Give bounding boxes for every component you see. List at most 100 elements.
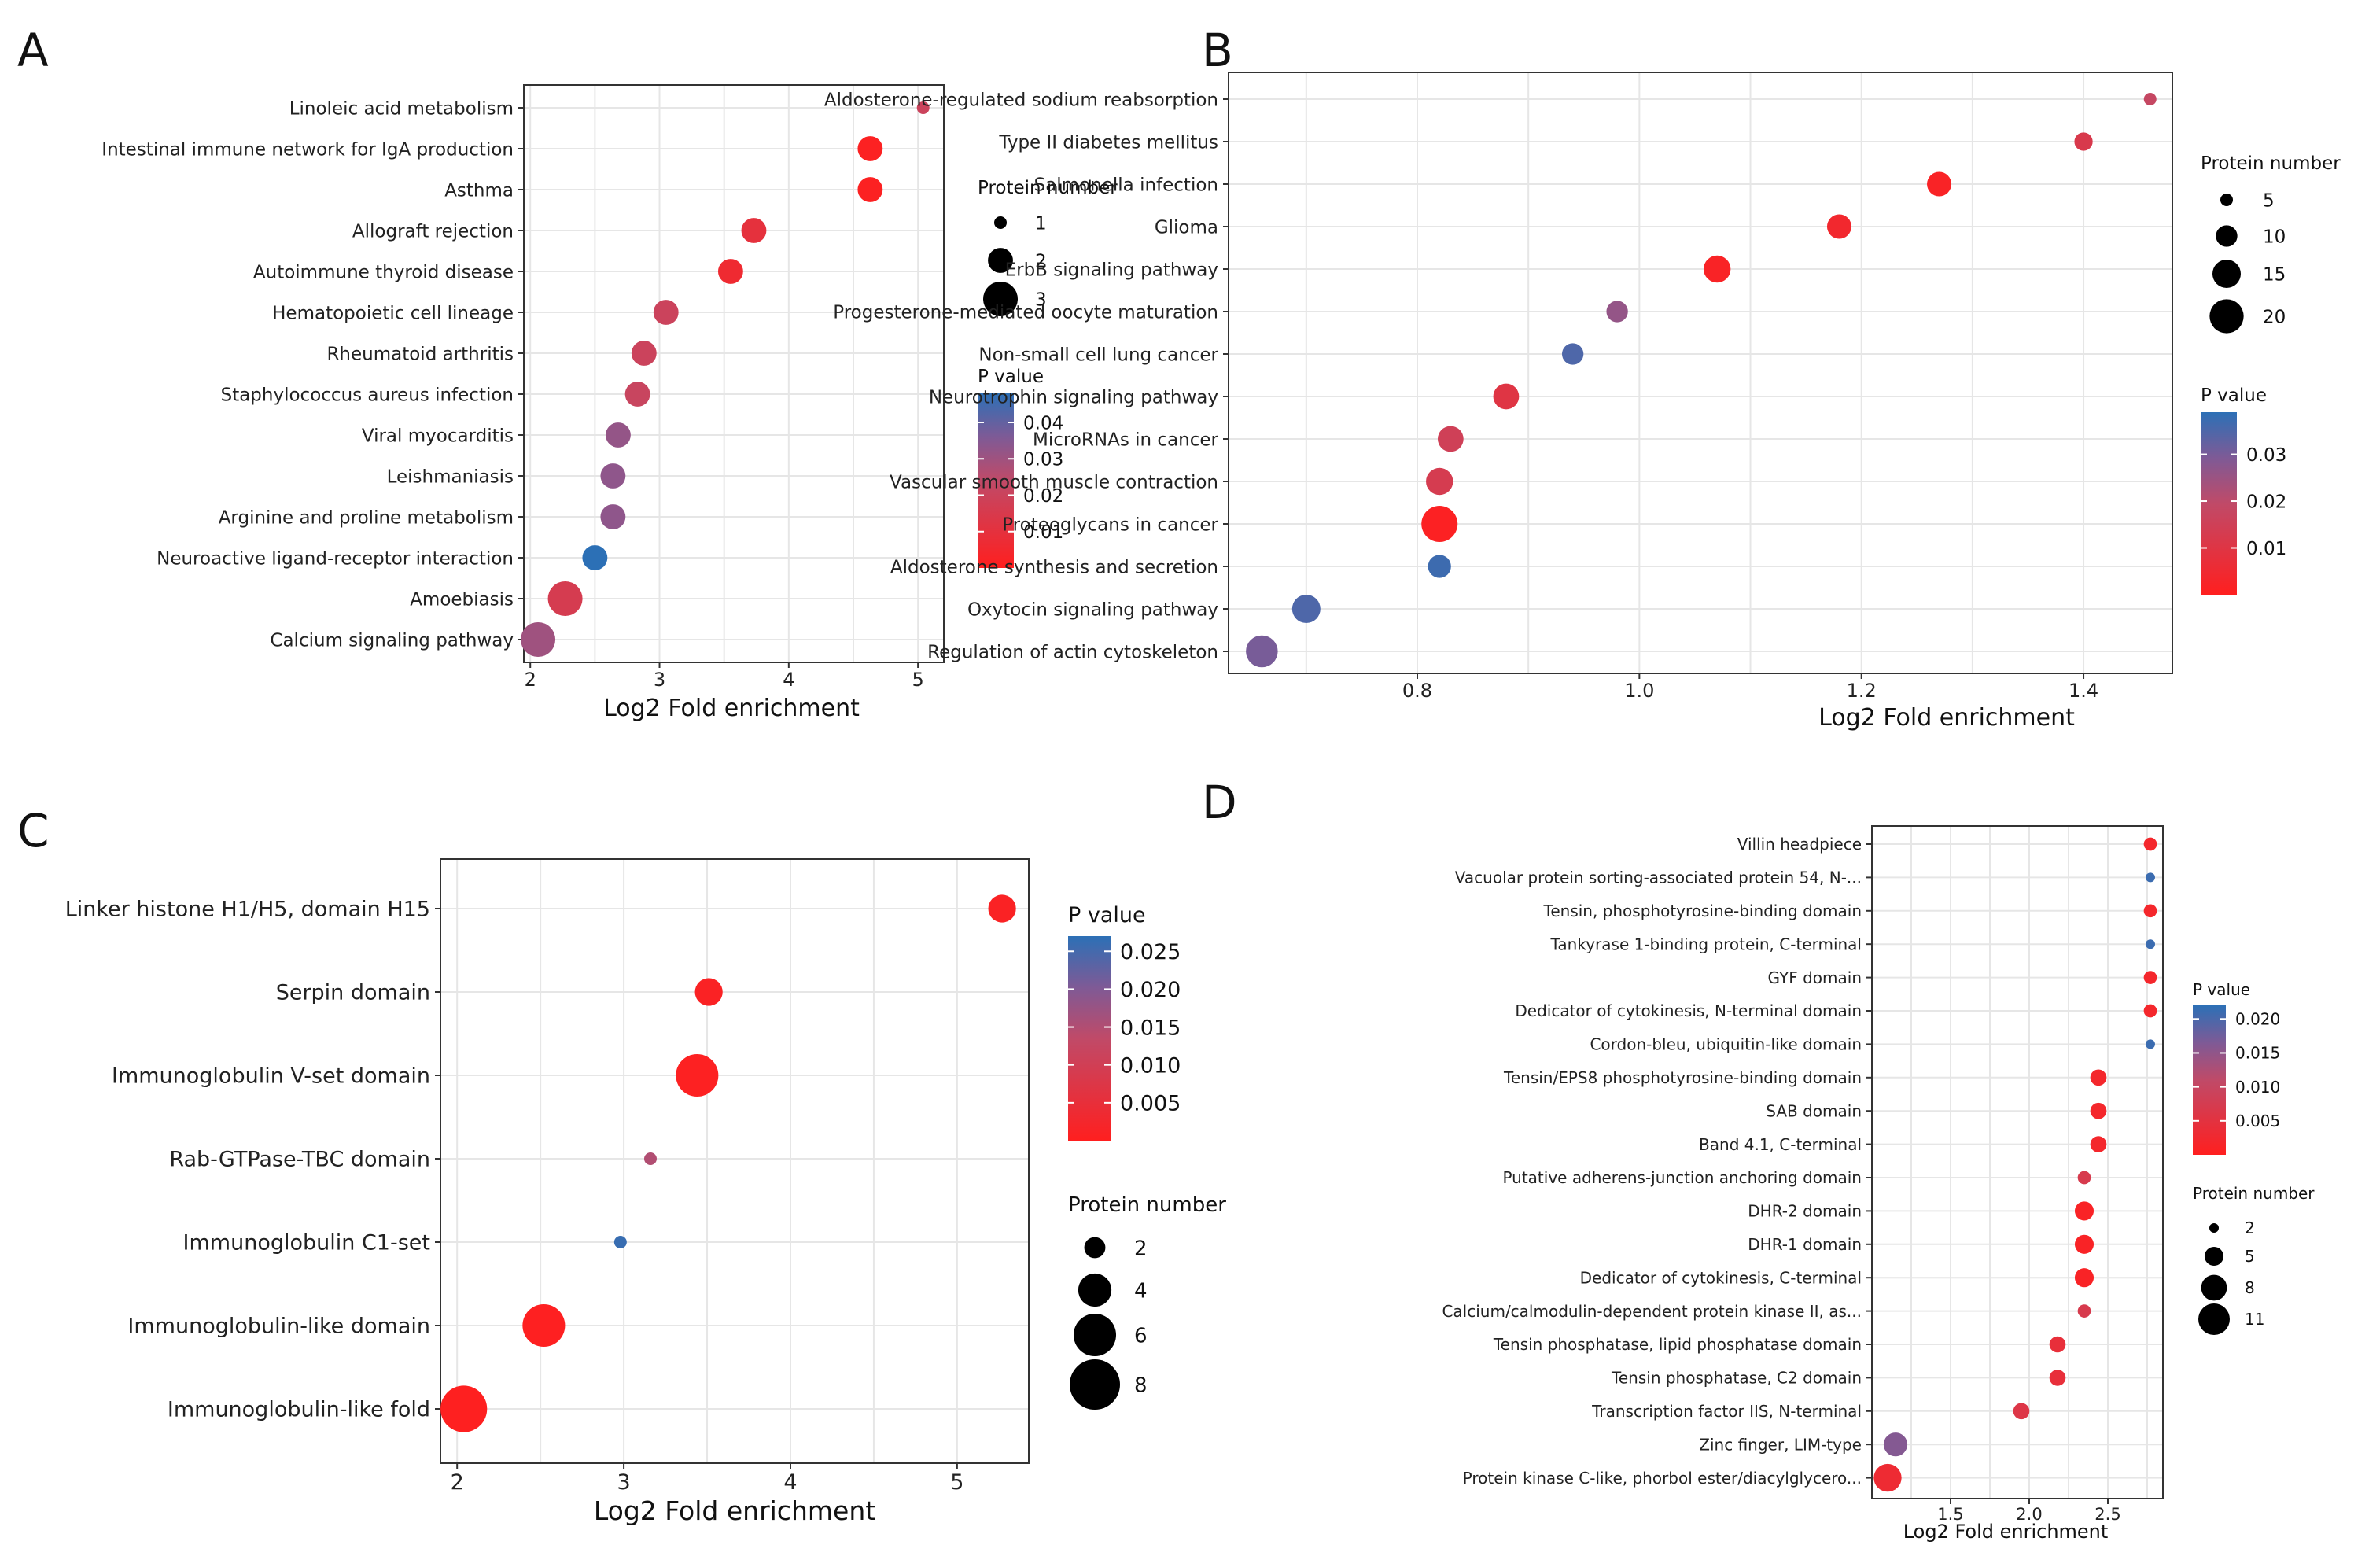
color-legend-label: 0.01 — [2246, 539, 2286, 559]
panel-letter: A — [17, 24, 49, 77]
x-tick-label: 2.0 — [2016, 1505, 2042, 1524]
x-axis-label: Log2 Fold enrichment — [1903, 1521, 2109, 1543]
x-tick-label: 1.2 — [1847, 680, 1877, 702]
y-tick-label: Amoebiasis — [410, 589, 514, 610]
color-legend-label: 0.020 — [2235, 1009, 2280, 1028]
size-legend-dot — [988, 248, 1013, 273]
y-tick-label: Putative adherens-junction anchoring dom… — [1502, 1168, 1862, 1187]
size-legend: Protein number 5 10 15 20 — [2201, 153, 2341, 334]
size-legend-label: 20 — [2263, 307, 2286, 327]
y-tick-label: Dedicator of cytokinesis, C-terminal — [1580, 1268, 1862, 1287]
y-tick-label: Progesterone-mediated oocyte maturation — [833, 302, 1218, 323]
data-point — [547, 581, 583, 616]
color-legend-label: 0.010 — [2235, 1078, 2280, 1097]
y-tick-label: Viral myocarditis — [362, 426, 514, 446]
y-tick-label: Calcium/calmodulin-dependent protein kin… — [1442, 1302, 1862, 1321]
x-tick-label: 5 — [912, 669, 923, 691]
y-tick-label: Linoleic acid metabolism — [289, 98, 514, 119]
data-point — [2074, 132, 2093, 151]
color-legend: P value 0.020 0.015 0.010 0.005 — [2193, 980, 2280, 1155]
size-legend-label: 2 — [1035, 251, 1047, 271]
y-tick-label: Vacuolar protein sorting-associated prot… — [1455, 868, 1862, 887]
plot-area — [524, 85, 944, 662]
size-legend-title: Protein number — [2193, 1184, 2315, 1203]
color-legend-title: P value — [978, 367, 1044, 387]
color-legend-title: P value — [2201, 385, 2267, 406]
data-point — [2074, 1234, 2094, 1254]
size-legend-dot — [2209, 1223, 2219, 1233]
size-legend-dot — [994, 216, 1007, 229]
data-point — [643, 1152, 657, 1165]
size-legend-dot — [2209, 299, 2244, 334]
panel-a: A 2 3 4 5 Log2 Fold enrichment Linoleic acid m… — [17, 24, 1118, 722]
plot-frame — [523, 84, 945, 663]
size-legend-dot — [2204, 1246, 2224, 1267]
y-tick-label: Calcium signaling pathway — [270, 630, 514, 651]
data-point — [600, 463, 626, 489]
x-axis-label: Log2 Fold enrichment — [603, 695, 860, 722]
data-point — [857, 177, 883, 202]
data-point — [1291, 594, 1321, 624]
y-tick-label: Leishmaniasis — [387, 466, 514, 487]
y-tick-label: Immunoglobulin V-set domain — [112, 1064, 430, 1089]
data-point — [857, 136, 883, 161]
y-tick-label: Rheumatoid arthritis — [326, 344, 514, 364]
size-legend-label: 3 — [1035, 289, 1047, 310]
x-tick-label: 4 — [783, 669, 794, 691]
size-legend-label: 1 — [1035, 213, 1047, 234]
size-legend-label: 5 — [2245, 1247, 2255, 1266]
size-legend-label: 5 — [2263, 190, 2275, 211]
color-legend-label: 0.03 — [1023, 450, 1063, 470]
x-tick-label: 4 — [783, 1470, 797, 1495]
size-legend-label: 15 — [2263, 264, 2286, 285]
y-tick-label: DHR-1 domain — [1748, 1235, 1862, 1254]
data-point — [653, 300, 679, 325]
data-point — [2143, 971, 2157, 984]
size-legend-label: 8 — [2245, 1278, 2255, 1297]
data-point — [1437, 426, 1464, 452]
color-legend-label: 0.025 — [1120, 940, 1181, 964]
color-legend: P value 0.04 0.03 0.02 0.01 — [978, 367, 1063, 568]
data-point — [2077, 1171, 2091, 1185]
data-point — [522, 1303, 566, 1348]
y-tick-label: Regulation of actin cytoskeleton — [927, 642, 1218, 662]
y-tick-label: Tensin, phosphotyrosine-binding domain — [1543, 902, 1862, 920]
y-tick-label: Zinc finger, LIM-type — [1699, 1435, 1862, 1454]
y-tick-label: Salmonella infection — [1034, 175, 1218, 195]
size-legend-dot — [1070, 1359, 1120, 1410]
data-point — [1927, 171, 1952, 197]
x-tick-label: 0.8 — [1402, 680, 1432, 702]
color-legend-label: 0.015 — [2235, 1044, 2280, 1063]
size-legend: Protein number 2 5 8 11 — [2193, 1184, 2315, 1335]
data-point — [631, 341, 657, 366]
y-tick-label: MicroRNAs in cancer — [1033, 430, 1219, 450]
x-tick-label: 2.5 — [2094, 1505, 2120, 1524]
size-legend-dot — [2216, 225, 2238, 247]
size-legend-label: 2 — [1134, 1237, 1148, 1260]
y-tick-label: Glioma — [1155, 217, 1218, 238]
x-tick-label: 3 — [654, 669, 665, 691]
color-legend-bar — [2201, 412, 2237, 595]
data-point — [582, 545, 608, 570]
x-tick-label: 5 — [950, 1470, 963, 1495]
size-legend-title: Protein number — [978, 178, 1118, 198]
color-legend-bar — [1068, 936, 1111, 1141]
y-tick-label: Tensin phosphatase, C2 domain — [1611, 1369, 1862, 1388]
data-point — [2146, 872, 2155, 883]
size-legend-title: Protein number — [2201, 153, 2341, 174]
data-point — [1606, 301, 1628, 323]
data-point — [2049, 1370, 2066, 1386]
size-legend-label: 11 — [2245, 1310, 2264, 1329]
plot-area — [440, 859, 1029, 1463]
y-tick-label: Linker histone H1/H5, domain H15 — [65, 898, 430, 922]
y-tick-label: Intestinal immune network for IgA produc… — [101, 139, 514, 160]
y-tick-label: DHR-2 domain — [1748, 1202, 1862, 1221]
y-tick-label: Oxytocin signaling pathway — [967, 599, 1218, 620]
size-legend: Protein number 2 4 6 8 — [1068, 1193, 1226, 1410]
size-legend-dot — [1078, 1273, 1112, 1307]
data-point — [440, 1385, 488, 1432]
size-legend-label: 8 — [1134, 1373, 1148, 1397]
color-legend-label: 0.020 — [1120, 978, 1181, 1002]
data-point — [2143, 1004, 2157, 1018]
color-legend-title: P value — [2193, 980, 2250, 999]
